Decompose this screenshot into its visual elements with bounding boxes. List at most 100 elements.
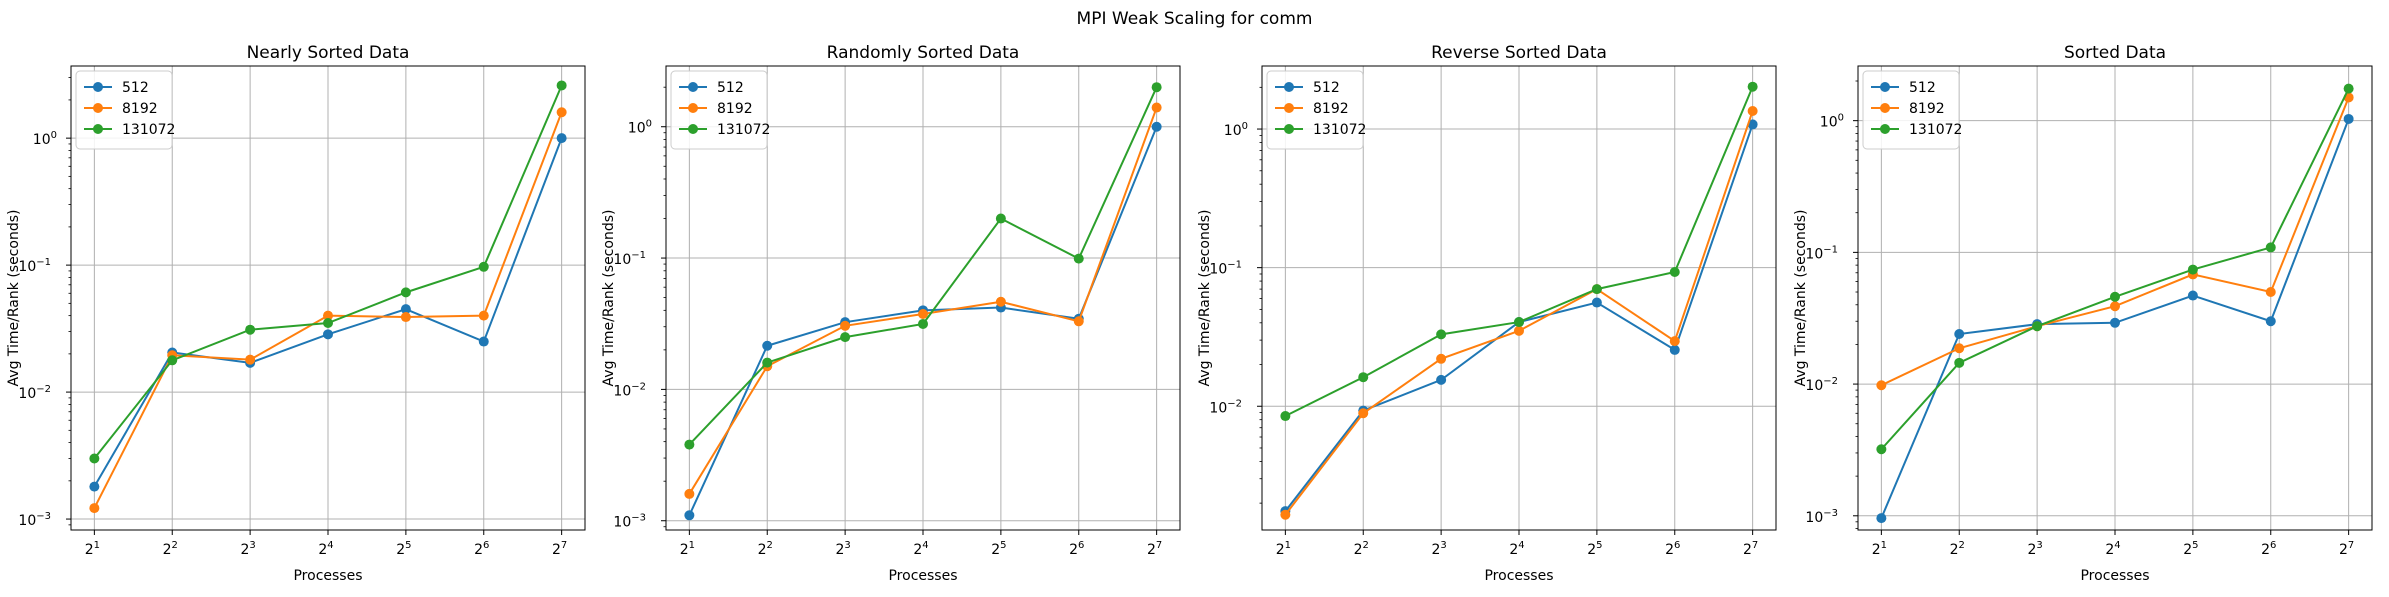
x-tick-label: 26 — [1069, 540, 1084, 558]
legend-marker-8192 — [93, 103, 103, 113]
data-point-131072 — [2187, 264, 2198, 275]
legend-label: 8192 — [1313, 101, 1349, 117]
data-point-131072 — [2343, 83, 2354, 94]
data-point-512 — [2265, 316, 2276, 327]
data-point-131072 — [1591, 284, 1602, 295]
legend-marker-131072 — [688, 124, 698, 134]
data-point-8192 — [89, 503, 100, 514]
y-tick-label: 10−2 — [613, 381, 646, 399]
data-point-131072 — [762, 357, 773, 368]
x-tick-label: 21 — [1276, 540, 1291, 558]
data-point-512 — [478, 336, 489, 347]
legend-label: 131072 — [1313, 122, 1366, 138]
legend-marker-8192 — [1284, 103, 1294, 113]
chart-panel-4: 21 22 23 24 25 26 27 10−3 10−2 10−1 100 Sorted Data… — [1793, 43, 2373, 584]
chart-panel-1: 21 22 23 24 25 26 27 10−3 10−2 10−1 100 Nearly Sort… — [6, 43, 586, 584]
x-tick-label: 25 — [2183, 540, 2198, 558]
data-point-131072 — [167, 355, 178, 366]
legend-marker-8192 — [1880, 103, 1890, 113]
legend-marker-512 — [688, 82, 698, 92]
x-tick-label: 25 — [396, 540, 411, 558]
data-point-8192 — [918, 309, 928, 320]
legend-label: 8192 — [122, 101, 158, 117]
x-tick-label: 23 — [240, 540, 255, 558]
data-point-8192 — [556, 107, 567, 118]
data-point-131072 — [684, 439, 695, 450]
x-tick-label: 26 — [2261, 540, 2276, 558]
data-point-8192 — [1954, 343, 1965, 354]
y-tick-label: 10−1 — [18, 257, 51, 275]
y-axis-label: Avg Time/Rank (seconds) — [6, 210, 22, 387]
x-tick-label: 25 — [991, 540, 1006, 558]
x-tick-label: 21 — [1872, 540, 1887, 558]
data-point-512 — [1747, 119, 1758, 130]
data-point-512 — [1151, 121, 1162, 132]
chart-title: Nearly Sorted Data — [247, 43, 410, 63]
data-point-512 — [2110, 317, 2120, 328]
data-point-131072 — [1358, 372, 1369, 383]
x-tick-label: 24 — [913, 540, 928, 558]
data-point-512 — [1876, 513, 1887, 524]
chart-title: Randomly Sorted Data — [827, 43, 1020, 63]
legend-marker-131072 — [93, 124, 103, 134]
x-tick-label: 21 — [680, 540, 695, 558]
chart-panel-3: 21 22 23 24 25 26 27 10−2 10−1 100 Reverse Sorted … — [1197, 43, 1777, 584]
axes-frame — [70, 65, 586, 531]
x-tick-label: 24 — [2105, 540, 2120, 558]
data-point-131072 — [1747, 81, 1758, 92]
legend-marker-512 — [1880, 82, 1890, 92]
y-tick-label: 100 — [33, 130, 57, 148]
x-tick-label: 23 — [1431, 540, 1446, 558]
axes-frame — [1261, 65, 1777, 531]
data-point-8192 — [995, 296, 1006, 307]
x-tick-label: 27 — [2339, 540, 2354, 558]
figure-title: MPI Weak Scaling for comm — [1077, 9, 1313, 29]
legend-label: 512 — [717, 80, 744, 96]
y-axis-label: Avg Time/Rank (seconds) — [1197, 210, 1213, 387]
data-point-131072 — [1954, 357, 1965, 368]
axes-frame — [1857, 65, 2373, 531]
data-point-131072 — [2265, 242, 2276, 253]
legend-label: 8192 — [717, 101, 753, 117]
x-tick-label: 22 — [758, 540, 773, 558]
data-point-8192 — [1436, 353, 1447, 364]
y-axis-label: Avg Time/Rank (seconds) — [1793, 210, 1809, 387]
data-point-8192 — [1876, 380, 1887, 391]
data-point-512 — [1436, 374, 1447, 385]
data-point-131072 — [995, 213, 1006, 224]
data-point-512 — [323, 329, 333, 340]
data-point-131072 — [556, 80, 567, 91]
legend-marker-8192 — [688, 103, 698, 113]
x-tick-label: 26 — [1665, 540, 1680, 558]
data-point-8192 — [1151, 102, 1162, 113]
y-tick-label: 10−3 — [18, 511, 51, 529]
data-point-131072 — [1669, 267, 1680, 278]
data-point-8192 — [1280, 509, 1291, 520]
legend-label: 512 — [1313, 80, 1340, 96]
data-point-8192 — [840, 320, 851, 331]
data-point-131072 — [323, 318, 333, 329]
chart-title: Reverse Sorted Data — [1431, 43, 1607, 63]
data-point-512 — [2343, 113, 2354, 124]
data-point-8192 — [400, 312, 411, 323]
data-point-131072 — [840, 332, 851, 343]
data-point-131072 — [1280, 411, 1291, 422]
legend: 512 8192 131072 — [75, 70, 175, 150]
y-tick-label: 100 — [1224, 121, 1248, 139]
x-tick-label: 24 — [318, 540, 333, 558]
x-axis-label: Processes — [888, 568, 957, 584]
y-tick-label: 100 — [1820, 113, 1844, 131]
legend-label: 8192 — [1909, 101, 1945, 117]
legend-label: 131072 — [122, 122, 175, 138]
chart-panel-2: 21 22 23 24 25 26 27 10−3 10−2 10−1 100 Randomly So… — [601, 43, 1181, 584]
y-tick-label: 10−1 — [613, 250, 646, 268]
data-point-131072 — [2032, 321, 2043, 332]
x-tick-label: 23 — [835, 540, 850, 558]
data-point-512 — [1954, 328, 1965, 339]
data-point-131072 — [1514, 317, 1524, 328]
data-point-512 — [684, 510, 695, 521]
data-point-131072 — [478, 261, 489, 272]
data-point-8192 — [1747, 105, 1758, 116]
data-point-512 — [556, 133, 567, 144]
legend-marker-131072 — [1880, 124, 1890, 134]
